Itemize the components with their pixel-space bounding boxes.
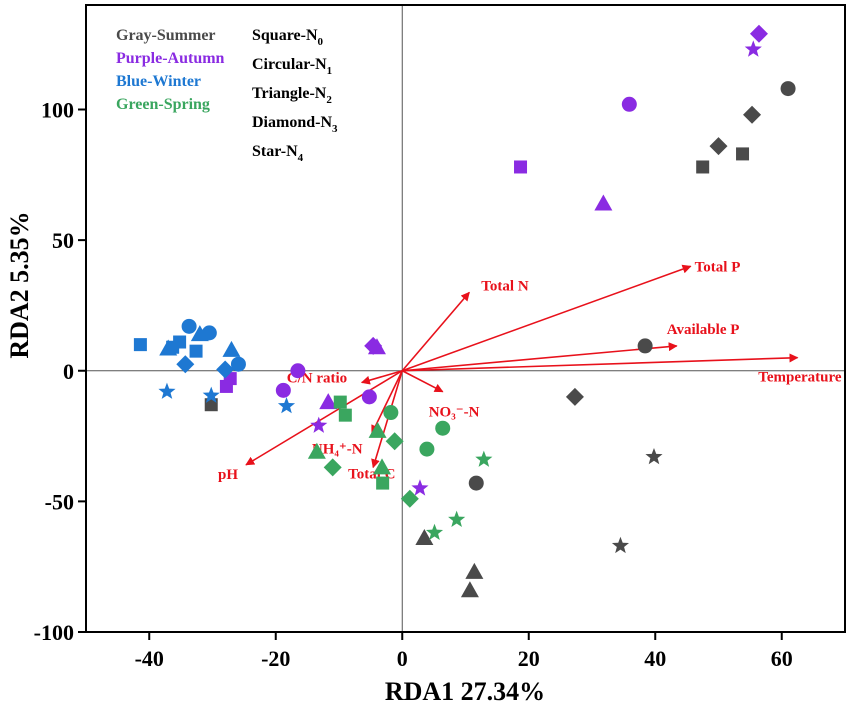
sample-point-star <box>611 536 630 554</box>
sample-point-triangle <box>159 339 178 356</box>
sample-point-triangle <box>594 194 613 211</box>
axis-ticks: -40 -20 0 20 40 60 -100 -50 0 50 100 <box>34 98 793 672</box>
sample-point-star <box>158 382 176 399</box>
sample-point-star <box>202 386 220 403</box>
y-tick-label: -50 <box>45 489 74 514</box>
sample-point-star <box>310 416 328 433</box>
sample-point-circle <box>361 389 377 405</box>
sample-point-circle <box>181 318 197 334</box>
sample-point-star <box>425 523 444 541</box>
season-legend-item: Green-Spring <box>116 96 210 113</box>
vector-arrow <box>360 369 403 385</box>
y-tick-label: 0 <box>63 359 74 384</box>
shape-legend-item: Diamond-N3 <box>252 114 338 135</box>
y-tick-label: 50 <box>52 228 74 253</box>
sample-point-circle <box>637 338 653 354</box>
vector-arrow <box>401 370 444 393</box>
sample-point-star <box>744 40 762 57</box>
sample-point-diamond <box>176 355 195 374</box>
season-legend: Gray-Summer Purple-Autumn Blue-Winter Green… <box>116 27 225 113</box>
sample-point-square <box>333 395 347 409</box>
x-tick-label: 0 <box>397 646 408 671</box>
shape-legend-item: Star-N4 <box>252 143 304 164</box>
sample-point-star <box>448 510 466 527</box>
x-tick-label: -20 <box>261 646 290 671</box>
vector-label: NH₄⁺-N <box>312 441 363 457</box>
sample-point-square <box>376 476 390 490</box>
vector-arrow <box>402 353 799 372</box>
sample-point-diamond <box>323 458 342 477</box>
sample-point-circle <box>621 96 637 112</box>
x-tick-label: -40 <box>135 646 164 671</box>
sample-point-circle <box>780 81 796 97</box>
vector-arrow <box>245 370 403 466</box>
y-axis-label: RDA2 5.35% <box>5 211 34 358</box>
sample-point-triangle <box>319 393 338 410</box>
sample-point-diamond <box>565 387 584 406</box>
sample-point-square <box>696 160 710 174</box>
sample-point-diamond <box>364 336 383 355</box>
x-tick-label: 60 <box>771 646 793 671</box>
shape-legend-item: Square-N0 <box>252 27 324 48</box>
season-legend-item: Blue-Winter <box>116 73 201 90</box>
vector-label: Total N <box>481 278 529 294</box>
sample-point-square <box>133 338 147 352</box>
sample-point-square <box>219 379 233 393</box>
y-tick-label: 100 <box>41 98 74 123</box>
vector-label: pH <box>218 467 238 483</box>
shape-legend-item: Triangle-N2 <box>252 85 332 106</box>
sample-point-circle <box>290 363 306 379</box>
sample-point-diamond <box>216 360 235 379</box>
sample-point-star <box>645 447 663 465</box>
vector-arrow <box>401 291 470 372</box>
sample-point-triangle <box>460 581 479 598</box>
shape-legend-item: Circular-N1 <box>252 56 332 77</box>
x-tick-label: 40 <box>644 646 666 671</box>
sample-point-diamond <box>385 432 404 451</box>
sample-point-square <box>189 344 203 358</box>
sample-point-circle <box>435 420 451 436</box>
sample-points <box>133 24 796 598</box>
sample-point-circle <box>230 356 246 372</box>
vector-label: Available P <box>667 322 740 338</box>
zero-lines <box>86 5 845 632</box>
x-axis-label: RDA1 27.34% <box>385 677 545 706</box>
sample-point-circle <box>419 441 435 457</box>
season-legend-item: Purple-Autumn <box>116 50 225 67</box>
sample-point-triangle <box>307 442 326 459</box>
sample-point-star <box>475 450 493 467</box>
sample-point-triangle <box>373 458 392 475</box>
vector-arrow <box>401 264 692 372</box>
vector-label: NO₃⁻-N <box>429 405 480 421</box>
sample-point-triangle <box>465 562 484 579</box>
vector-arrow <box>402 342 678 372</box>
sample-point-triangle <box>190 325 209 342</box>
plot-frame <box>85 4 846 633</box>
sample-point-triangle <box>368 421 387 438</box>
sample-point-triangle <box>222 340 241 357</box>
sample-point-square <box>338 408 352 422</box>
sample-point-square <box>514 160 528 174</box>
sample-point-circle <box>383 405 399 421</box>
sample-point-star <box>411 479 429 496</box>
sample-point-diamond <box>400 489 419 508</box>
y-tick-label: -100 <box>34 620 74 645</box>
season-legend-item: Gray-Summer <box>116 27 216 44</box>
sample-point-circle <box>468 475 484 491</box>
sample-point-diamond <box>749 24 768 43</box>
sample-point-square <box>736 147 750 161</box>
vector-label: Total P <box>695 259 741 275</box>
sample-point-diamond <box>743 105 762 124</box>
sample-point-triangle <box>415 528 434 545</box>
vector-label: Temperature <box>758 370 842 386</box>
sample-point-star <box>277 397 296 414</box>
sample-point-diamond <box>709 137 728 156</box>
shape-legend: Square-N0 Circular-N1 Triangle-N2 Diamond-N… <box>252 27 338 164</box>
x-tick-label: 20 <box>518 646 540 671</box>
sample-point-circle <box>275 382 291 398</box>
